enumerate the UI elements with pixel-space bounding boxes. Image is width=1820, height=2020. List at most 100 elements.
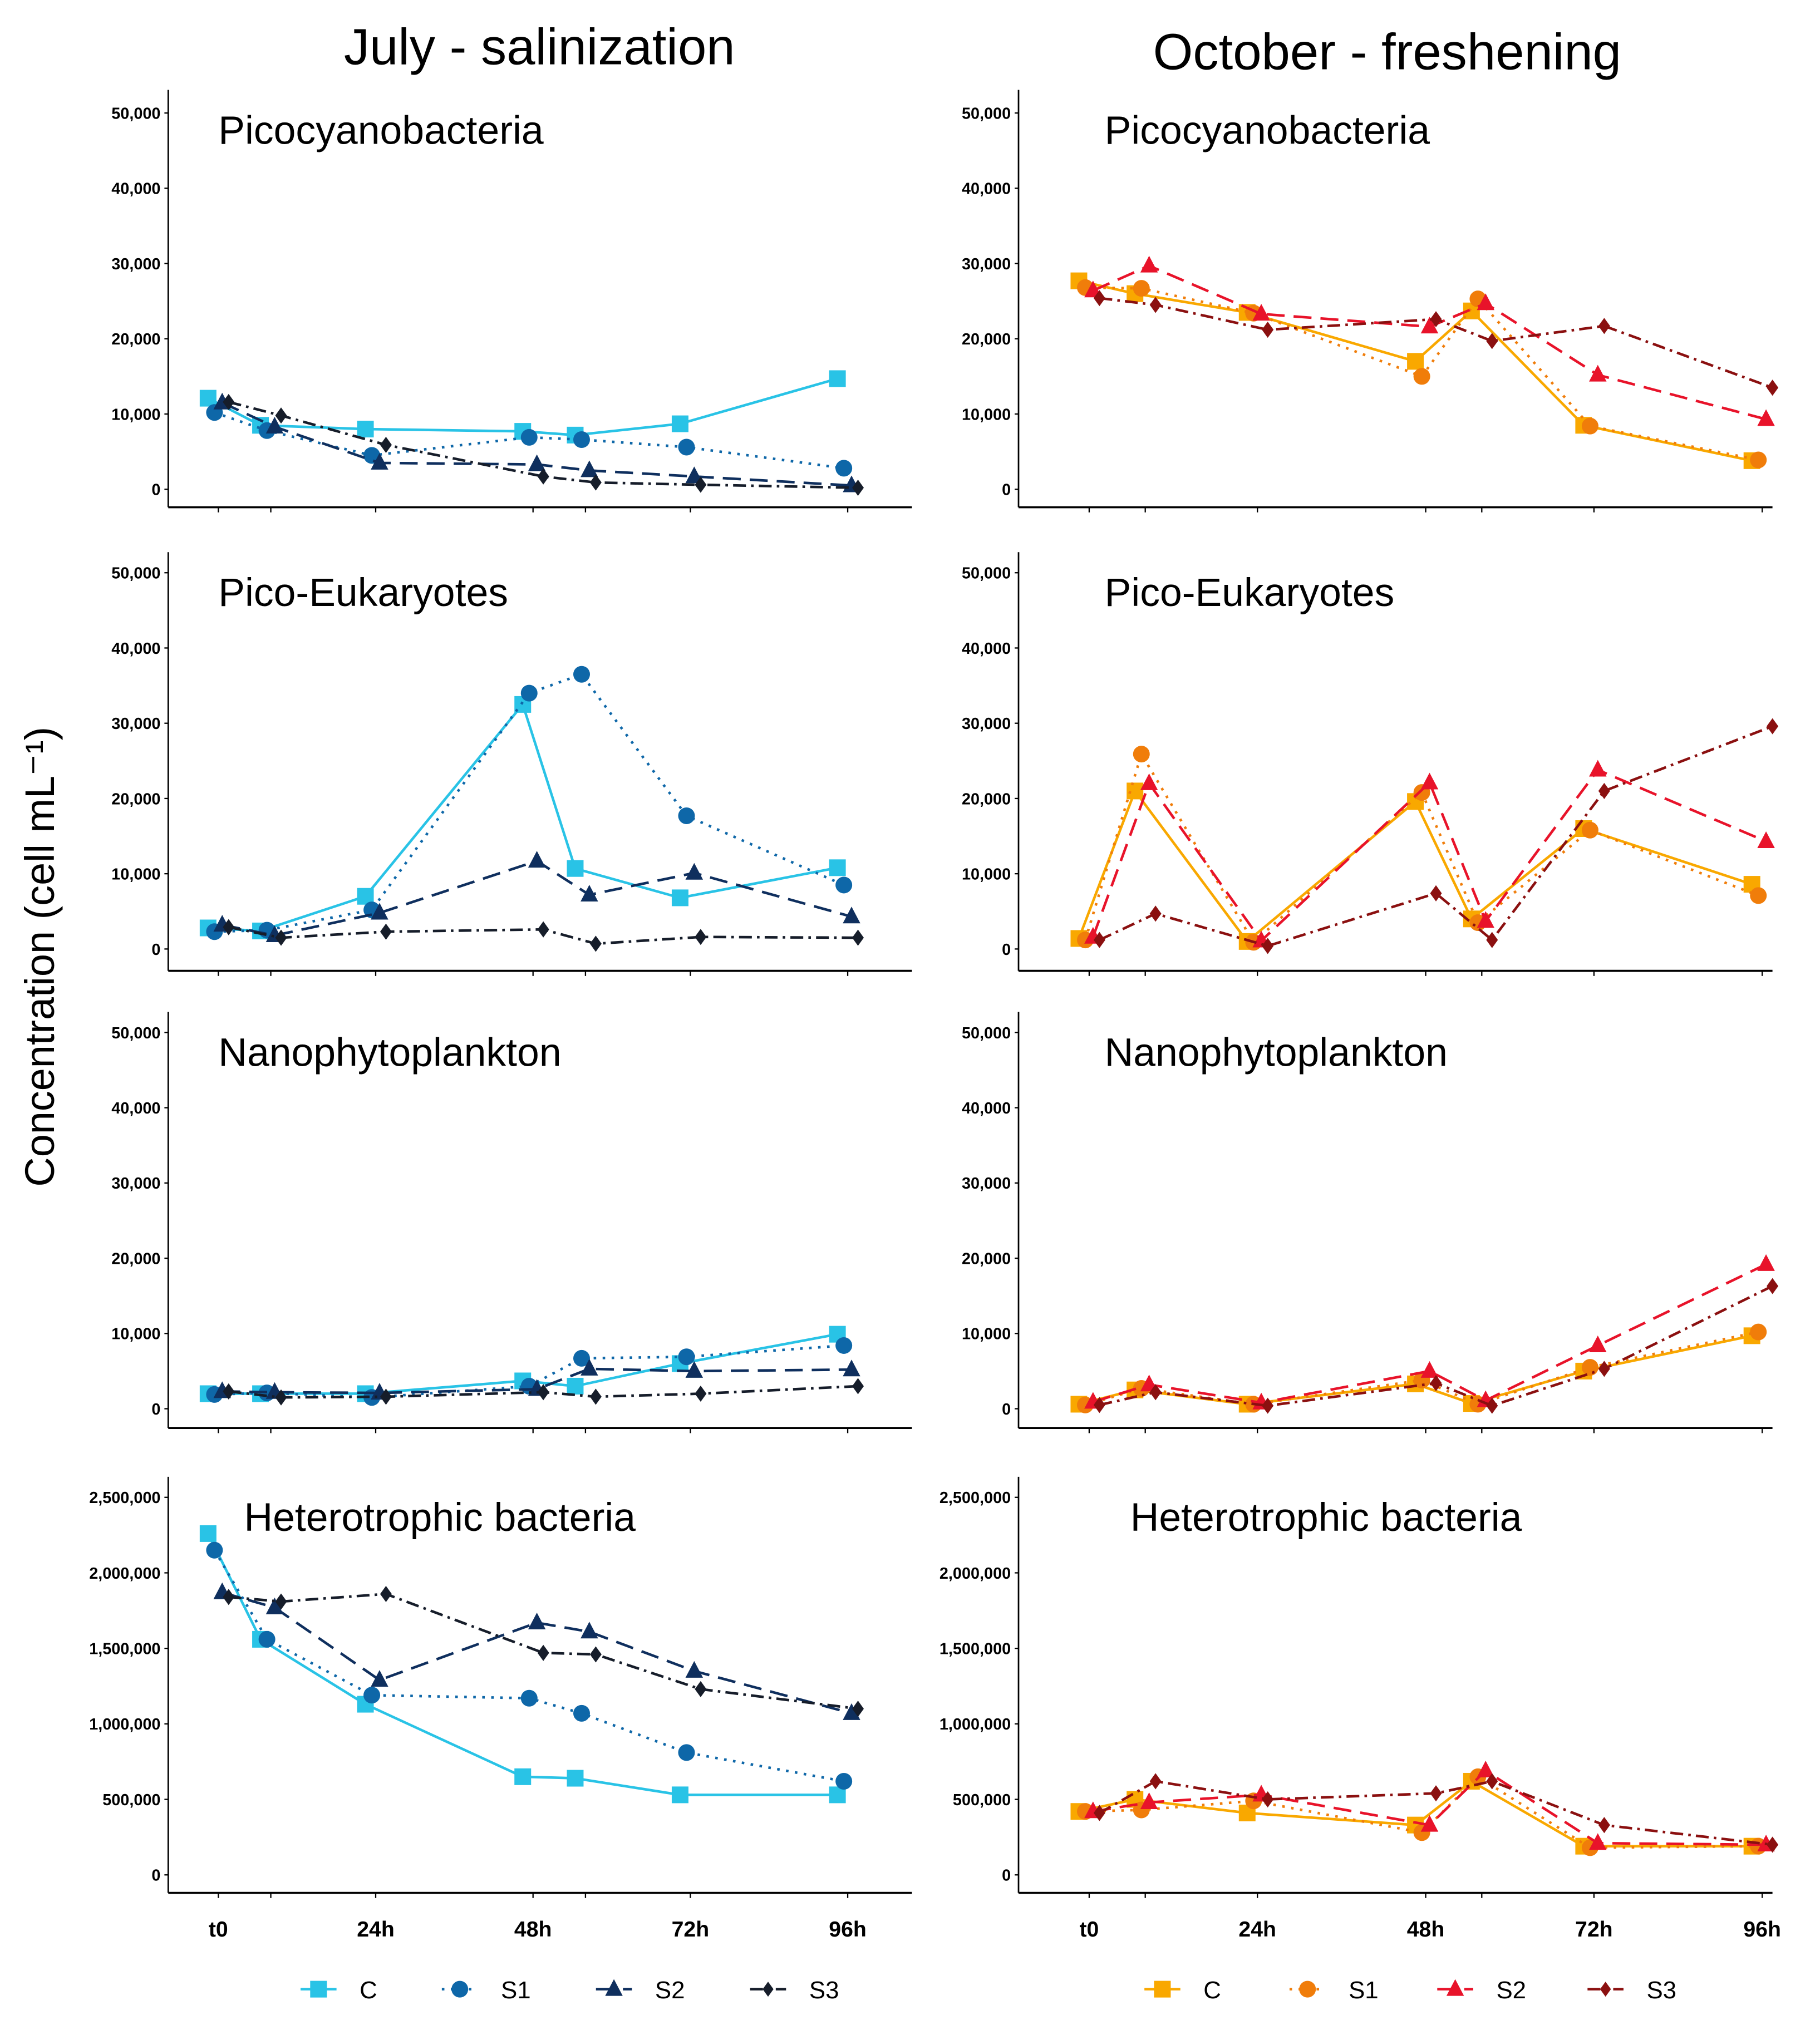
y-tick-label: 2,500,000	[939, 1489, 1011, 1507]
y-tick-label: 500,000	[953, 1791, 1011, 1809]
panel-heterotrophic-bacteria: 0 500,000 1,000,000 1,500,000 2,000,000 2,500…	[89, 1476, 912, 1942]
series-c	[199, 696, 846, 939]
data-point	[843, 1703, 860, 1720]
data-point	[1757, 1254, 1775, 1271]
series-s1	[1077, 1768, 1767, 1856]
data-point	[1093, 932, 1105, 948]
x-tick-label: t0	[1079, 1917, 1099, 1942]
legend-marker	[1154, 1980, 1171, 1998]
data-point	[1407, 353, 1424, 370]
data-point	[380, 923, 392, 940]
y-tick-label: 20,000	[962, 790, 1011, 808]
data-point	[1598, 1361, 1610, 1377]
panel-heterotrophic-bacteria: 0 500,000 1,000,000 1,500,000 2,000,000 2,500…	[939, 1476, 1781, 1942]
data-point	[1133, 746, 1150, 763]
y-tick-label: 40,000	[962, 1100, 1011, 1117]
legend-item-s1: S1	[1289, 1977, 1379, 2004]
panel-title: Heterotrophic bacteria	[244, 1495, 636, 1540]
data-point	[1413, 368, 1430, 385]
data-point	[567, 1377, 584, 1395]
data-point	[567, 860, 584, 877]
y-tick-label: 20,000	[111, 331, 160, 348]
legend-marker	[605, 1979, 623, 1996]
data-point	[581, 460, 598, 477]
panel-title: Heterotrophic bacteria	[1130, 1495, 1522, 1540]
data-point	[829, 370, 846, 387]
data-point	[1486, 1397, 1498, 1414]
data-point	[1589, 760, 1607, 777]
data-point	[1430, 311, 1442, 328]
legend-marker	[1299, 1980, 1316, 1998]
data-point	[258, 1630, 276, 1648]
data-point	[514, 1768, 532, 1785]
data-point	[1140, 1792, 1158, 1809]
data-point	[685, 863, 704, 880]
y-tick-label: 40,000	[962, 640, 1011, 658]
legend-marker	[310, 1980, 327, 1998]
data-point	[1598, 782, 1610, 799]
y-tick-label: 10,000	[962, 866, 1011, 884]
data-point	[589, 1388, 602, 1405]
y-tick-label: 30,000	[962, 1175, 1011, 1193]
x-tick-label: 96h	[1743, 1917, 1781, 1942]
data-point	[1589, 1335, 1607, 1352]
data-point	[843, 1359, 860, 1377]
y-tick-label: 50,000	[962, 565, 1011, 583]
y-tick-label: 30,000	[111, 715, 160, 733]
series-c	[1070, 1327, 1760, 1413]
panel-title: Nanophytoplankton	[1105, 1030, 1448, 1075]
data-point	[671, 889, 688, 906]
x-tick-label: 72h	[672, 1917, 710, 1942]
y-tick-label: 1,000,000	[939, 1716, 1011, 1733]
data-point	[1093, 1805, 1105, 1821]
panel-title: Picocyanobacteria	[1105, 108, 1430, 152]
data-point	[520, 428, 538, 446]
data-point	[1262, 322, 1274, 338]
panel-nanophytoplankton: 0 10,000 20,000 30,000 40,000 50,000 Nanophyto…	[111, 1012, 912, 1433]
data-point	[1149, 297, 1162, 313]
y-tick-label: 30,000	[962, 715, 1011, 733]
x-tick-label: 24h	[357, 1917, 395, 1942]
legend-label: S2	[655, 1977, 685, 2004]
y-tick-label: 0	[151, 481, 160, 499]
y-tick-label: 40,000	[111, 1100, 160, 1117]
panel-pico-eukaryotes: 0 10,000 20,000 30,000 40,000 50,000 Pico-Euka…	[962, 552, 1779, 976]
data-point	[1486, 1773, 1498, 1790]
y-tick-label: 50,000	[962, 105, 1011, 122]
series-line	[1099, 725, 1773, 948]
data-point	[1093, 290, 1105, 307]
y-tick-label: 20,000	[962, 1250, 1011, 1268]
y-tick-label: 40,000	[111, 640, 160, 658]
data-point	[1589, 1833, 1607, 1850]
y-tick-label: 40,000	[962, 180, 1011, 198]
data-point	[199, 1525, 217, 1542]
data-point	[199, 390, 217, 407]
data-point	[685, 1661, 704, 1678]
data-point	[1477, 911, 1494, 928]
column-title: October - freshening	[1153, 23, 1621, 81]
data-point	[1093, 1397, 1105, 1413]
panel-pico-eukaryotes: 0 10,000 20,000 30,000 40,000 50,000 Pico-Euka…	[111, 552, 912, 976]
data-point	[1140, 255, 1158, 273]
data-point	[835, 460, 853, 477]
data-point	[537, 1644, 549, 1661]
data-point	[1133, 280, 1150, 297]
legend-label: S2	[1496, 1977, 1526, 2004]
series-s2	[1084, 1254, 1775, 1410]
y-tick-label: 0	[1002, 1401, 1011, 1418]
data-point	[1149, 1773, 1162, 1790]
data-point	[581, 885, 598, 902]
data-point	[1430, 1375, 1442, 1392]
series-c	[1070, 782, 1760, 950]
legend-marker	[1446, 1979, 1464, 1996]
data-point	[1750, 887, 1767, 904]
y-tick-label: 2,500,000	[89, 1489, 160, 1507]
legend: C S1 S2 S3	[1144, 1977, 1676, 2004]
y-axis-label: Concentration (cell mL⁻¹)	[17, 727, 63, 1187]
data-point	[678, 439, 695, 456]
data-point	[573, 431, 590, 448]
series-line	[222, 859, 852, 937]
legend-label: S1	[501, 1977, 531, 2004]
y-tick-label: 0	[151, 1401, 160, 1418]
